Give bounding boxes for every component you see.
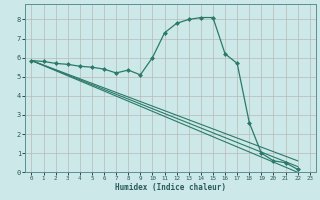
X-axis label: Humidex (Indice chaleur): Humidex (Indice chaleur) bbox=[115, 183, 226, 192]
